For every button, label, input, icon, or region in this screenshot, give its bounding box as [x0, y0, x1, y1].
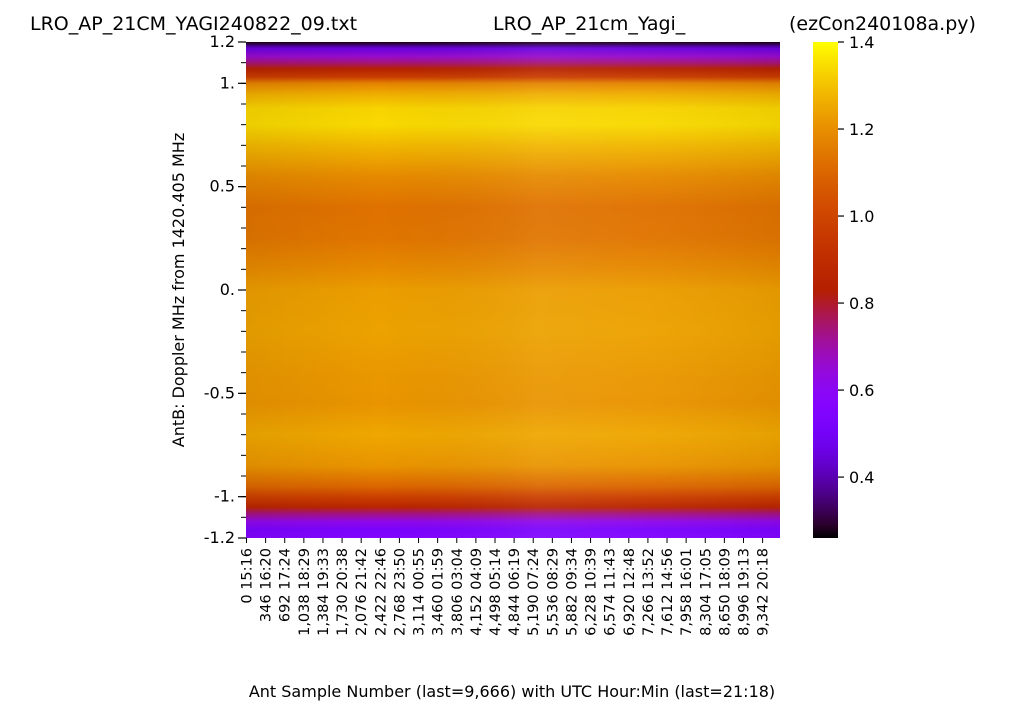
title-right: (ezCon240108a.py)	[789, 13, 976, 35]
x-tick-label: 1,038 18:29	[297, 548, 313, 636]
x-tick-label: 8,996 19:13	[736, 548, 752, 636]
x-tick-label: 692 17:24	[278, 548, 294, 622]
y-tick-label: -0.5	[204, 383, 235, 402]
title-left: LRO_AP_21CM_YAGI240822_09.txt	[30, 13, 357, 35]
y-tick-label: 1.2	[210, 32, 235, 51]
x-tick-label: 5,536 08:29	[545, 548, 561, 636]
x-tick-label: 6,574 11:43	[603, 548, 619, 636]
colorbar-tick-label: 0.8	[849, 294, 874, 313]
x-tick-label: 8,304 17:05	[698, 548, 714, 636]
x-tick-label: 5,190 07:24	[526, 548, 542, 636]
x-tick-label: 346 16:20	[259, 548, 275, 622]
x-tick-label: 2,422 22:46	[373, 548, 389, 636]
x-tick-label: 4,152 04:09	[469, 548, 485, 636]
x-tick-label: 1,730 20:38	[335, 548, 351, 636]
x-axis-label: Ant Sample Number (last=9,666) with UTC …	[249, 682, 775, 701]
heatmap-time-overlay	[246, 42, 780, 538]
x-tick-label: 8,650 18:09	[717, 548, 733, 636]
x-tick-label: 9,342 20:18	[756, 548, 772, 636]
x-tick-label: 3,806 03:04	[450, 548, 466, 636]
y-axis-ticks: 1.2 1. 0.5 0. -0.5 -1. -1.2	[204, 32, 246, 547]
colorbar-ticks: 1.4 1.2 1.0 0.8 0.6 0.4	[838, 33, 874, 487]
y-axis-label: AntB: Doppler MHz from 1420.405 MHz	[169, 133, 188, 448]
y-tick-label: 1.	[220, 73, 235, 92]
x-tick-label: 7,612 14:56	[660, 548, 676, 636]
x-tick-label: 6,228 10:39	[584, 548, 600, 636]
x-tick-label: 2,768 23:50	[392, 548, 408, 636]
x-tick-label: 4,498 05:14	[488, 548, 504, 636]
colorbar-tick-label: 0.6	[849, 381, 874, 400]
x-tick-label: 7,266 13:52	[641, 548, 657, 636]
colorbar	[813, 42, 838, 538]
colorbar-tick-label: 1.2	[849, 120, 874, 139]
colorbar-tick-label: 1.0	[849, 207, 874, 226]
x-tick-label: 3,114 00:55	[412, 548, 428, 636]
x-tick-label: 2,076 21:42	[354, 548, 370, 636]
x-tick-label: 6,920 12:48	[622, 548, 638, 636]
title-center: LRO_AP_21cm_Yagi_	[493, 13, 686, 35]
x-tick-label: 4,844 06:19	[507, 548, 523, 636]
y-tick-label: -1.2	[204, 528, 235, 547]
x-tick-label: 5,882 09:34	[564, 548, 580, 636]
x-axis-ticks: 0 15:16 346 16:20 692 17:24 1,038 18:29 1,38…	[240, 538, 772, 636]
colorbar-tick-label: 0.4	[849, 468, 874, 487]
colorbar-tick-label: 1.4	[849, 33, 874, 52]
y-tick-label: -1.	[214, 487, 235, 506]
x-tick-label: 1,384 19:33	[316, 548, 332, 636]
y-tick-label: 0.5	[210, 177, 235, 196]
x-tick-label: 7,958 16:01	[679, 548, 695, 636]
y-tick-label: 0.	[220, 280, 235, 299]
x-tick-label: 3,460 01:59	[431, 548, 447, 636]
x-tick-label: 0 15:16	[240, 548, 256, 604]
